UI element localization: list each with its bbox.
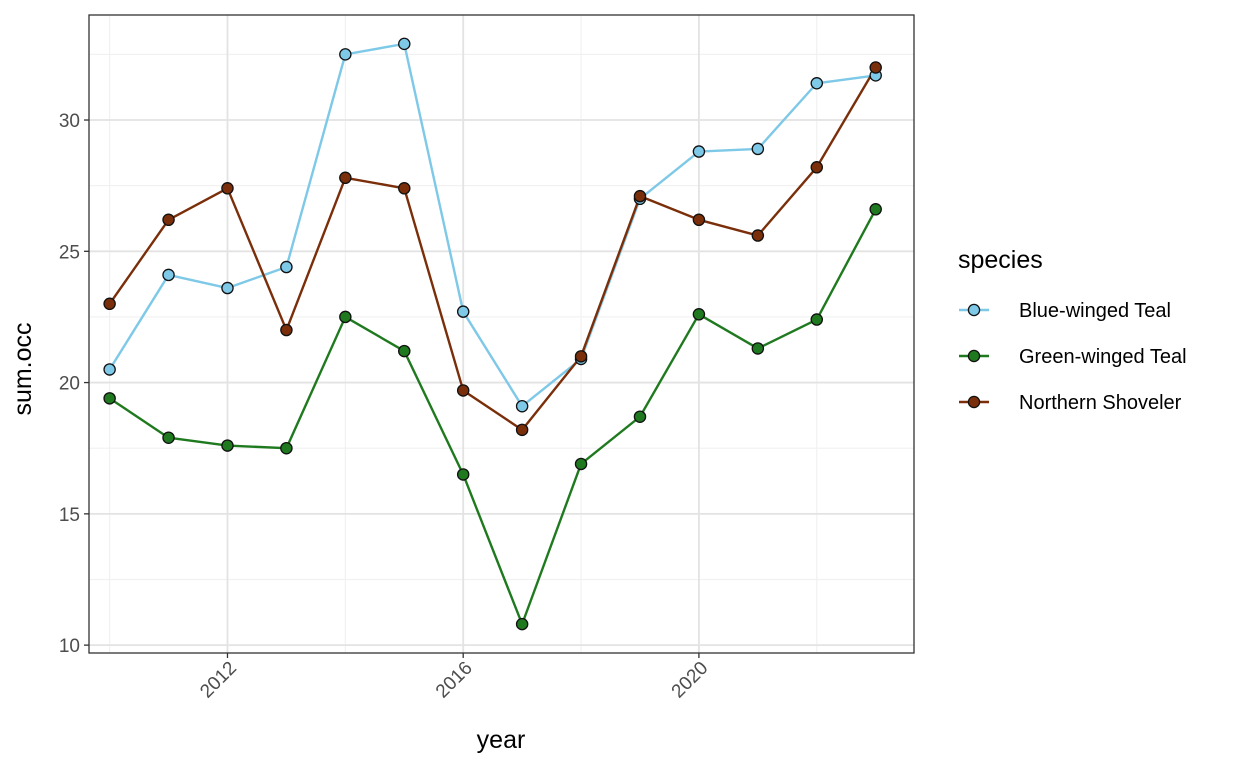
y-tick-label: 30 — [59, 111, 80, 132]
green-winged-teal-point — [869, 203, 882, 216]
green-winged-teal-line — [108, 208, 877, 626]
blue-winged-teal-point — [810, 77, 824, 90]
northern-shoveler-point — [751, 229, 765, 242]
blue-winged-teal-point — [280, 260, 293, 274]
northern-shoveler-point — [515, 423, 529, 437]
y-tick-label: 20 — [59, 374, 80, 395]
blue-winged-teal-legend-label: Blue-winged Teal — [1019, 300, 1171, 322]
northern-shoveler-point — [162, 213, 175, 227]
green-winged-teal-point — [692, 308, 706, 321]
y-axis-title: sum.occ — [9, 322, 37, 415]
northern-shoveler-point — [221, 182, 234, 195]
northern-shoveler-point — [398, 182, 411, 195]
green-winged-teal-point — [574, 457, 588, 471]
green-winged-teal-legend-key-point — [967, 349, 981, 363]
northern-shoveler-point — [869, 61, 882, 74]
green-winged-teal-point — [103, 392, 116, 405]
green-winged-teal-legend-label: Green-winged Teal — [1019, 346, 1187, 368]
northern-shoveler-point — [633, 189, 647, 203]
northern-shoveler-legend-label: Northern Shoveler — [1019, 392, 1182, 414]
blue-winged-teal-line — [108, 42, 877, 408]
y-tick-label: 25 — [59, 242, 80, 263]
northern-shoveler-legend-key-point — [967, 395, 981, 409]
blue-winged-teal-point — [515, 399, 529, 413]
green-winged-teal-point — [633, 410, 647, 423]
blue-winged-teal-point — [456, 305, 470, 318]
legend-title: species — [958, 246, 1043, 274]
plot-panel-background — [89, 15, 914, 653]
northern-shoveler-point — [456, 384, 470, 397]
blue-winged-teal-legend-key-point — [967, 303, 981, 317]
green-winged-teal-point — [751, 342, 765, 355]
green-winged-teal-point — [515, 617, 529, 631]
x-axis-title: year — [477, 726, 526, 754]
y-tick-label: 15 — [59, 505, 80, 526]
green-winged-teal-point — [280, 441, 293, 455]
green-winged-teal-point — [221, 439, 234, 452]
northern-shoveler-point — [692, 213, 706, 227]
blue-winged-teal-point — [339, 48, 352, 61]
northern-shoveler-line — [108, 66, 877, 432]
blue-winged-teal-point — [751, 142, 765, 156]
northern-shoveler-point — [103, 297, 116, 311]
blue-winged-teal-point — [398, 37, 411, 51]
blue-winged-teal-point — [221, 281, 234, 295]
northern-shoveler-point — [810, 161, 824, 174]
blue-winged-teal-point — [103, 363, 116, 376]
green-winged-teal-point — [456, 468, 470, 481]
green-winged-teal-point — [339, 310, 352, 324]
northern-shoveler-point — [574, 350, 588, 363]
blue-winged-teal-point — [162, 268, 175, 282]
legend: species Blue-winged Teal Green-winged Tea… — [958, 246, 1187, 414]
northern-shoveler-point — [339, 171, 352, 185]
green-winged-teal-point — [810, 313, 824, 326]
y-tick-label: 10 — [59, 636, 80, 657]
northern-shoveler-point — [280, 323, 293, 337]
green-winged-teal-point — [162, 431, 175, 444]
green-winged-teal-point — [398, 344, 411, 358]
plot-panel-border — [88, 14, 915, 654]
blue-winged-teal-point — [692, 145, 706, 158]
